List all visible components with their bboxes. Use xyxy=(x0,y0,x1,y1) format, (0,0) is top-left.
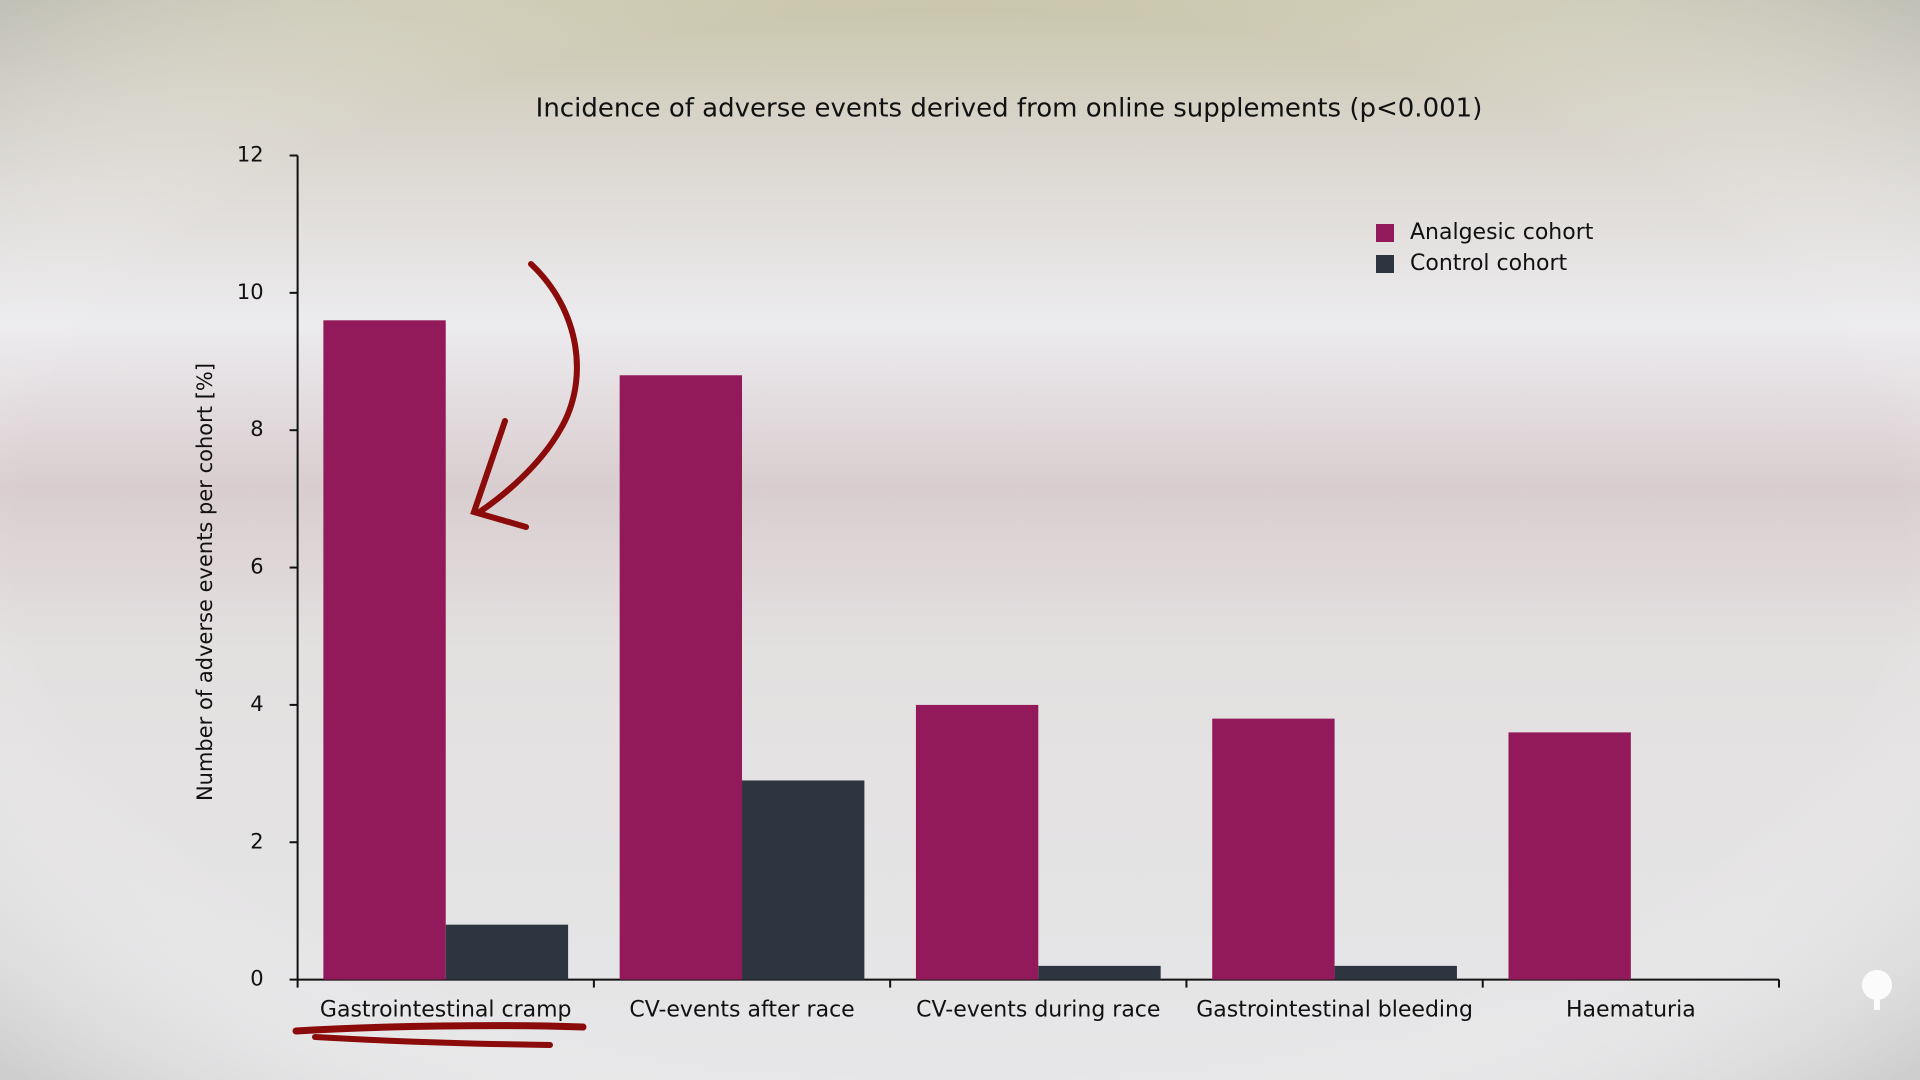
bar xyxy=(1038,965,1161,980)
chart-title: Incidence of adverse events derived from… xyxy=(536,94,1483,124)
bar xyxy=(915,704,1039,980)
bar xyxy=(1334,965,1457,980)
bar xyxy=(323,320,446,980)
y-tick-label: 6 xyxy=(250,555,263,579)
x-tick-label: CV-events after race xyxy=(629,998,854,1023)
legend-swatch xyxy=(1376,255,1394,273)
y-tick-label: 10 xyxy=(237,280,264,304)
x-tick-label: Gastrointestinal cramp xyxy=(320,998,572,1023)
bar xyxy=(445,924,569,980)
annotations xyxy=(292,261,587,1048)
logo xyxy=(1862,970,1892,1010)
x-tick-label: CV-events during race xyxy=(916,998,1160,1023)
y-tick-label: 8 xyxy=(250,417,263,441)
y-axis-label: Number of adverse events per cohort [%] xyxy=(193,363,217,801)
annotation-underline xyxy=(312,1034,553,1048)
legend-swatch xyxy=(1376,224,1394,242)
bar xyxy=(619,375,743,980)
y-tick-label: 4 xyxy=(250,692,263,716)
logo-icon xyxy=(1874,995,1880,1010)
legend-label: Analgesic cohort xyxy=(1410,220,1594,245)
logo-icon xyxy=(1862,970,1892,1000)
x-tick-label: Haematuria xyxy=(1566,998,1696,1023)
y-tick-label: 0 xyxy=(250,967,263,991)
annotation-arrow xyxy=(475,261,580,516)
bar xyxy=(742,780,865,980)
y-tick-label: 2 xyxy=(250,829,263,853)
annotation-underline xyxy=(292,1022,587,1035)
bar xyxy=(1212,718,1335,980)
annotation-arrowhead xyxy=(470,418,529,530)
y-tick-label: 12 xyxy=(237,143,264,167)
x-tick-label: Gastrointestinal bleeding xyxy=(1196,998,1473,1023)
legend-label: Control cohort xyxy=(1410,251,1568,276)
bar xyxy=(1508,732,1631,980)
